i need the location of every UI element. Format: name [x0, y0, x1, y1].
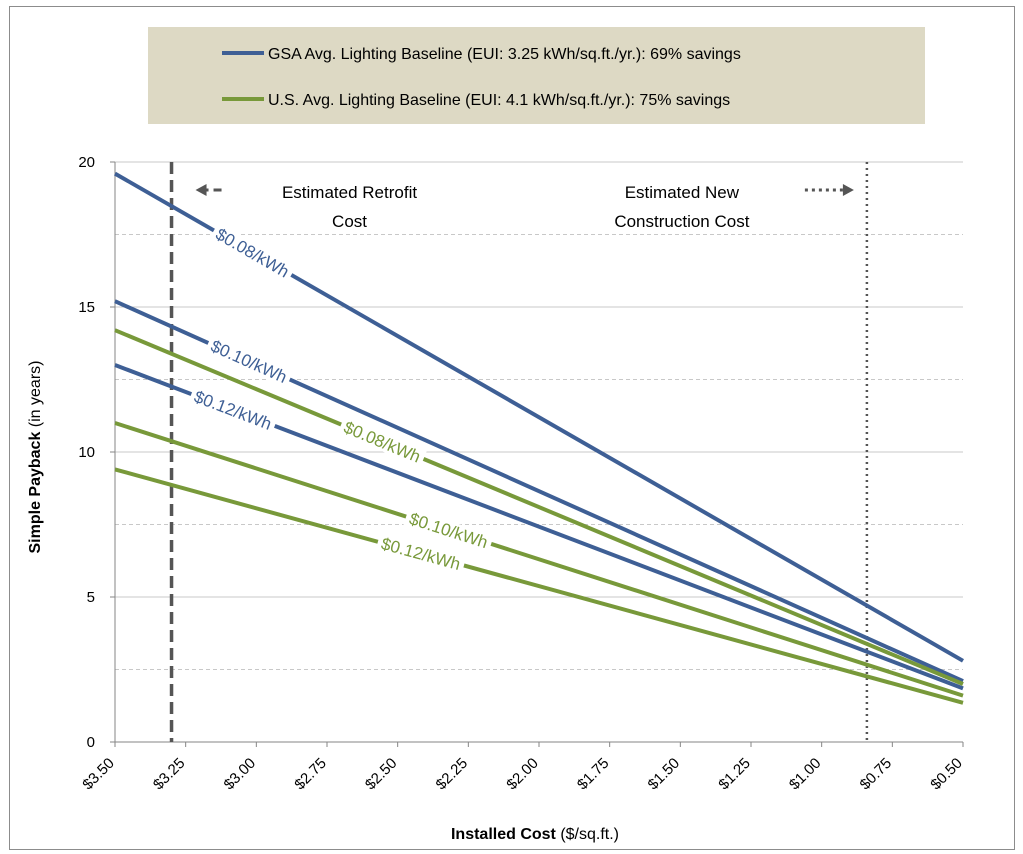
legend-label-us: U.S. Avg. Lighting Baseline (EUI: 4.1 kW…	[268, 92, 730, 109]
axes	[110, 161, 964, 747]
series-label-gap	[375, 533, 467, 575]
y-axis-title-unit: (in years)	[27, 361, 44, 428]
x-tick-label: $3.00	[221, 755, 260, 794]
series-line-us	[114, 328, 964, 686]
reference-arrow-head	[195, 184, 207, 196]
gridlines	[115, 161, 963, 670]
series-line-us	[114, 467, 964, 705]
legend: GSA Avg. Lighting Baseline (EUI: 3.25 kW…	[148, 27, 925, 124]
x-tick-label: $3.50	[79, 755, 118, 794]
series-label: $0.08/kWh	[341, 418, 423, 467]
y-axis-title: Simple Payback (in years)	[27, 361, 44, 554]
reference-annotation: Estimated Retrofit	[282, 183, 417, 202]
chart: GSA Avg. Lighting Baseline (EUI: 3.25 kW…	[27, 27, 966, 843]
series-labels: $0.08/kWh$0.10/kWh$0.12/kWh$0.08/kWh$0.1…	[188, 222, 494, 575]
series-label: $0.08/kWh	[212, 225, 292, 282]
series-label-group: $0.10/kWh	[204, 334, 294, 388]
reference-annotation: Estimated New	[625, 183, 740, 202]
reference-annotation: Construction Cost	[614, 212, 749, 231]
series-label-gap	[403, 508, 494, 553]
x-axis-title: Installed Cost ($/sq.ft.)	[451, 826, 619, 843]
y-tick-label: 15	[78, 299, 95, 316]
series-line-us	[114, 421, 964, 698]
y-tick-label: 5	[87, 589, 95, 606]
x-tick-label: $1.00	[786, 755, 825, 794]
y-tick-labels: 0 5 10 15 20	[78, 154, 95, 751]
legend-label-gsa: GSA Avg. Lighting Baseline (EUI: 3.25 kW…	[268, 46, 741, 63]
x-tick-label: $2.00	[503, 755, 542, 794]
series-label-gap	[204, 334, 294, 388]
x-tick-label: $1.75	[574, 755, 613, 794]
series-label-group: $0.08/kWh	[337, 416, 427, 468]
y-tick-label: 20	[78, 154, 95, 171]
x-tick-label: $1.25	[715, 755, 754, 794]
series-label-gap	[337, 416, 427, 468]
x-tick-labels: $3.50 $3.25 $3.00 $2.75 $2.50 $2.25 $2.00 $1.75…	[79, 755, 966, 794]
reference-lines: Estimated Retrofit Cost Estimated New Const…	[169, 162, 869, 742]
series-label-gap	[209, 222, 296, 283]
y-axis-title-main: Simple Payback	[27, 432, 44, 554]
legend-box	[148, 27, 925, 124]
x-tick-label: $3.25	[150, 755, 189, 794]
x-axis-title-main: Installed Cost	[451, 826, 557, 843]
series-label-gap	[188, 385, 278, 435]
x-tick-label: $0.50	[927, 755, 966, 794]
y-tick-label: 10	[78, 444, 95, 461]
x-tick-label: $1.50	[645, 755, 684, 794]
reference-annotation: Cost	[332, 212, 367, 231]
reference-arrow-head	[842, 184, 854, 196]
series-label-group: $0.08/kWh	[209, 222, 296, 283]
x-tick-label: $2.50	[362, 755, 401, 794]
x-tick-label: $0.75	[857, 755, 896, 794]
x-axis-title-unit: ($/sq.ft.)	[560, 826, 619, 843]
chart-frame: GSA Avg. Lighting Baseline (EUI: 3.25 kW…	[9, 6, 1015, 850]
x-tick-label: $2.75	[291, 755, 330, 794]
y-tick-label: 0	[87, 734, 95, 751]
x-tick-label: $2.25	[433, 755, 472, 794]
series-label: $0.12/kWh	[191, 387, 274, 434]
